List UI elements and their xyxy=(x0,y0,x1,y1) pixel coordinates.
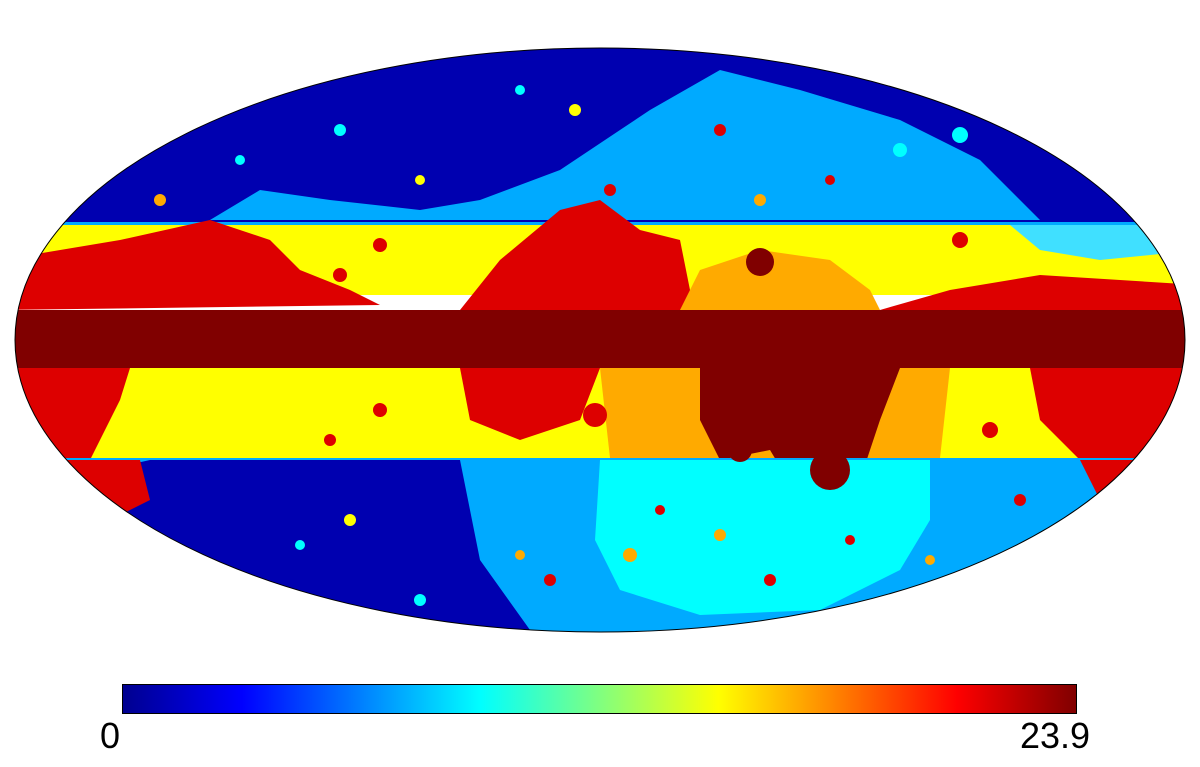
region-galactic-plane xyxy=(15,310,1185,368)
region-south-dark-blue-left xyxy=(60,460,530,632)
region-south-red-far-right xyxy=(1080,460,1185,500)
region-south-red-center xyxy=(460,368,600,440)
map-outline xyxy=(14,47,1186,633)
region-south-cyan-lobe xyxy=(595,460,930,615)
region-north-red-center xyxy=(460,200,700,310)
region-north-red-left xyxy=(15,220,380,310)
region-north-red-right xyxy=(880,275,1185,310)
colorbar-max-label: 23.9 xyxy=(1020,715,1091,756)
map-regions xyxy=(15,48,1185,632)
region-north-orange-center xyxy=(680,250,880,310)
colorbar xyxy=(122,684,1077,714)
mollweide-sky-map xyxy=(14,47,1186,633)
colorbar-min-label: 0 xyxy=(100,715,121,756)
point-sources xyxy=(154,85,1118,606)
